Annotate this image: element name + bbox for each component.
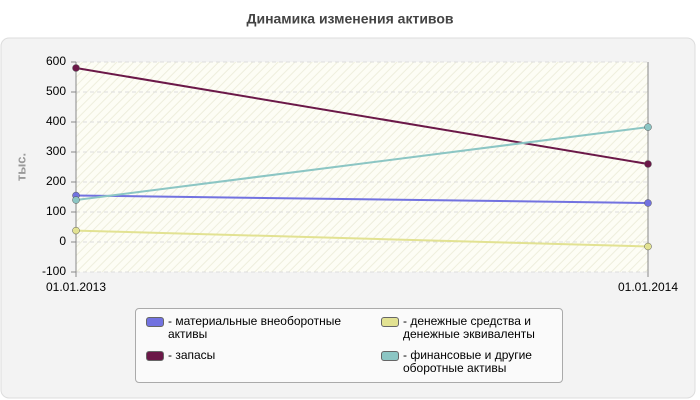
- legend-swatch: [381, 350, 399, 361]
- legend-swatch: [381, 317, 399, 327]
- y-tick-label: 0: [59, 234, 66, 248]
- y-tick-label: 300: [46, 144, 66, 158]
- point: [72, 226, 80, 235]
- plot-hatch: [76, 62, 648, 272]
- legend-item: - материальные внеоборотные активы: [146, 315, 381, 347]
- y-tick-label: 600: [46, 54, 66, 68]
- point: [72, 64, 80, 72]
- series-line: [75, 229, 649, 248]
- series-line: [75, 194, 649, 204]
- legend-label: - финансовые и другие оборотные активы: [403, 347, 532, 375]
- legend: - материальные внеоборотные активы - запа…: [135, 308, 563, 383]
- x-tick-label: 01.01.2014: [618, 280, 678, 294]
- point: [644, 199, 652, 207]
- y-tick-label: 500: [46, 84, 66, 98]
- y-tick-label: 100: [46, 204, 66, 218]
- series-line: [75, 126, 649, 201]
- point: [644, 242, 652, 251]
- y-axis-label: тыс.: [13, 153, 28, 181]
- legend-swatch: [146, 350, 164, 361]
- legend-swatch: [146, 317, 164, 327]
- y-tick-label: -100: [42, 264, 66, 278]
- point: [644, 160, 652, 168]
- legend-label: - запасы: [168, 347, 216, 362]
- legend-item: - запасы: [146, 347, 381, 381]
- legend-label: - денежные средства и денежные эквивален…: [403, 314, 535, 341]
- point: [644, 123, 652, 131]
- legend-item: - денежные средства и денежные эквивален…: [381, 315, 566, 347]
- legend-label: - материальные внеоборотные активы: [168, 314, 341, 341]
- point: [72, 196, 80, 204]
- series-line: [75, 67, 649, 165]
- y-tick-label: 400: [46, 114, 66, 128]
- chart-title: Динамика изменения активов: [246, 11, 453, 27]
- y-tick-label: 200: [46, 174, 66, 188]
- x-tick-label: 01.01.2013: [46, 280, 106, 294]
- legend-item: - финансовые и другие оборотные активы: [381, 347, 566, 381]
